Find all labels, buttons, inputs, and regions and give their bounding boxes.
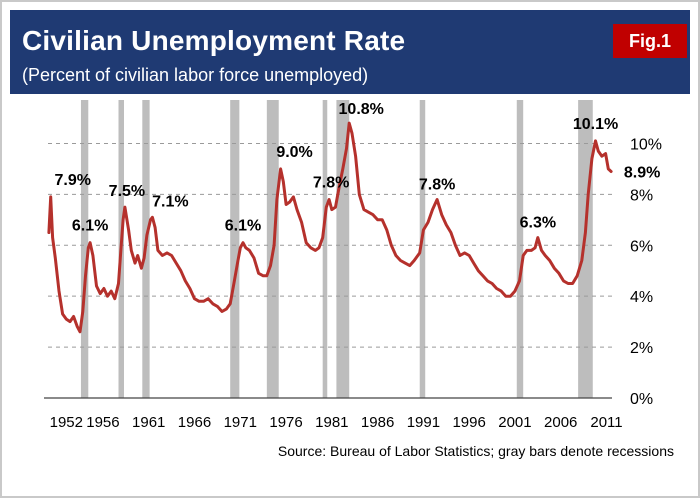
- recession-bar: [516, 100, 524, 398]
- x-tick-label: 1956: [86, 414, 119, 431]
- series-line: [47, 121, 613, 334]
- recession-bar: [578, 100, 593, 398]
- data-label: 7.9%: [55, 172, 91, 189]
- recession-bar: [80, 100, 89, 398]
- chart-title: Civilian Unemployment Rate: [22, 25, 406, 56]
- x-tick-label: 1976: [269, 414, 302, 431]
- recession-bar: [230, 100, 240, 398]
- recession-bar: [419, 100, 426, 398]
- data-label: 7.1%: [152, 193, 188, 210]
- data-label: 6.1%: [225, 218, 261, 235]
- axes: 0% 2% 4% 6% 8% 10% 1952 1956 1961 1966 1971 1976 198…: [44, 136, 662, 431]
- y-tick-label: 4%: [630, 289, 653, 306]
- data-label: 10.8%: [339, 101, 384, 118]
- y-tick-label: 8%: [630, 187, 653, 204]
- data-label: 6.1%: [72, 218, 108, 235]
- source-note: Source: Bureau of Labor Statistics; gray…: [277, 443, 674, 459]
- data-label: 8.9%: [624, 164, 660, 181]
- chart-header: [10, 10, 690, 94]
- recession-bar: [322, 100, 328, 398]
- chart-subtitle: (Percent of civilian labor force unemplo…: [22, 65, 369, 85]
- data-label: 7.5%: [109, 183, 145, 200]
- x-tick-label: 1991: [407, 414, 440, 431]
- y-tick-label: 6%: [630, 238, 653, 255]
- figure-badge: Fig.1: [613, 24, 687, 58]
- recession-bar: [336, 100, 350, 398]
- y-tick-label: 2%: [630, 340, 653, 357]
- x-tick-label: 1961: [132, 414, 165, 431]
- series-layer: [47, 121, 613, 334]
- x-tick-label: 2001: [498, 414, 531, 431]
- x-tick-label: 1986: [361, 414, 394, 431]
- y-tick-label: 10%: [630, 136, 662, 153]
- x-tick-label: 2006: [544, 414, 577, 431]
- x-tick-label: 2011: [590, 414, 622, 431]
- x-tick-label: 1952: [50, 414, 83, 431]
- data-label: 10.1%: [573, 116, 618, 133]
- data-label: 7.8%: [419, 176, 455, 193]
- data-label: 6.3%: [520, 215, 556, 232]
- data-labels: 7.9%6.1%7.5%7.1%6.1%9.0%7.8%10.8%7.8%6.3…: [55, 101, 661, 235]
- x-tick-label: 1971: [224, 414, 257, 431]
- x-tick-label: 1981: [315, 414, 348, 431]
- data-label: 9.0%: [276, 144, 312, 161]
- x-tick-label: 1966: [178, 414, 211, 431]
- x-tick-label: 1996: [452, 414, 485, 431]
- y-tick-label: 0%: [630, 391, 653, 408]
- grid-lines: [48, 142, 612, 348]
- data-label: 7.8%: [313, 174, 349, 191]
